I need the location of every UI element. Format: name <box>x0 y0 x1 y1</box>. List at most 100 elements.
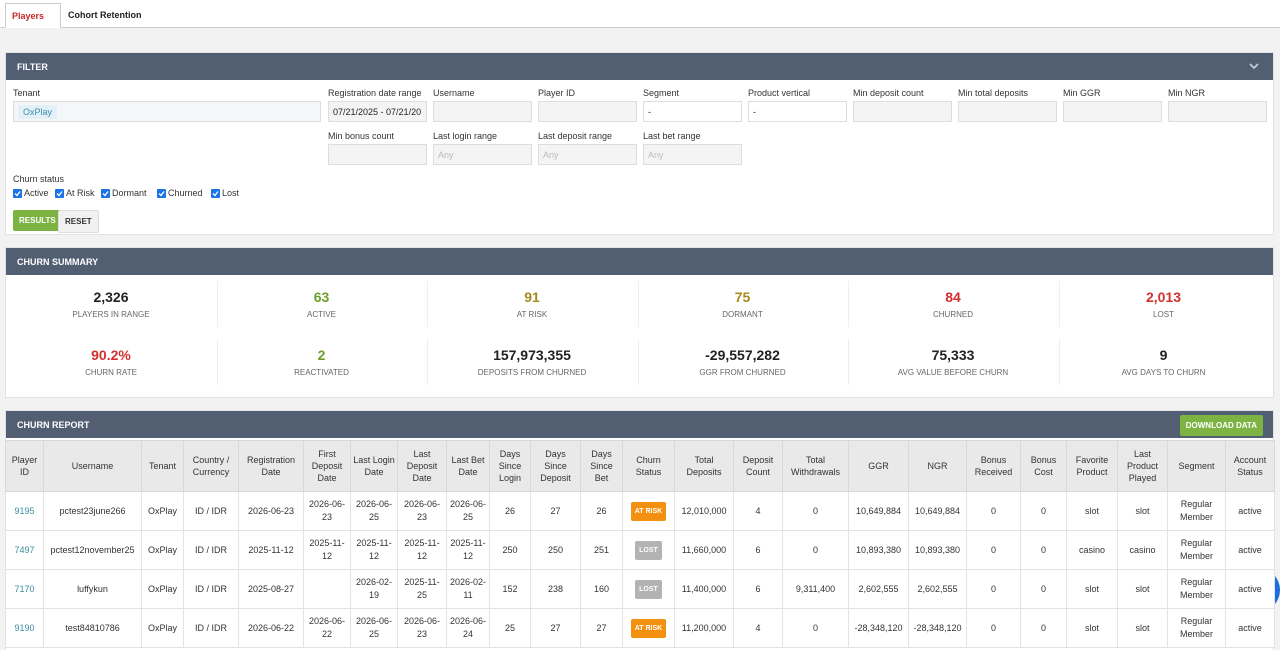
checkbox[interactable]: Active <box>13 188 49 198</box>
summary-value: 75,333 <box>931 347 975 363</box>
summary-label: CHURNED <box>933 310 973 319</box>
table-cell: slot <box>1117 491 1168 531</box>
player-link[interactable]: 7170 <box>14 583 35 594</box>
table-cell: 11,200,000 <box>674 608 734 648</box>
field-label: Last deposit range <box>538 131 613 141</box>
table-cell: 2025-11-25 <box>397 569 447 609</box>
input[interactable] <box>958 101 1057 122</box>
table-cell: 10,893,380 <box>908 530 967 570</box>
table-cell: slot <box>1066 491 1118 531</box>
table-cell: 26 <box>489 491 531 531</box>
checkbox[interactable]: Churned <box>157 188 203 198</box>
player-link[interactable]: 7497 <box>14 544 35 555</box>
table-cell: OxPlay <box>141 569 184 609</box>
table-cell: ID / IDR <box>183 608 239 648</box>
table-cell: 11,400,000 <box>674 569 734 609</box>
table-row: 9190 test84810786 OxPlay ID / IDR 2026-06-22… <box>5 608 1275 648</box>
column-header: Last Login Date <box>350 440 398 492</box>
player-link[interactable]: 9190 <box>14 622 35 633</box>
checkbox-label: Dormant <box>112 188 147 198</box>
table-row: 7497 pctest12november25 OxPlay ID / IDR 2025… <box>5 530 1275 570</box>
column-header: Last Bet Date <box>446 440 490 492</box>
table-cell: slot <box>1117 569 1168 609</box>
input[interactable]: Any <box>433 144 532 165</box>
download-button[interactable]: DOWNLOAD DATA <box>1179 415 1263 436</box>
panel-header: CHURN REPORT <box>6 411 1273 438</box>
table-cell: Regular Member <box>1167 569 1226 609</box>
input[interactable]: Any <box>643 144 742 165</box>
input-value: 07/21/2025 - 07/21/20 <box>333 107 422 117</box>
summary-label: DEPOSITS FROM CHURNED <box>477 368 587 377</box>
summary-value: 90.2% <box>91 347 131 363</box>
input[interactable]: 07/21/2025 - 07/21/20 <box>328 101 427 122</box>
summary-value: 157,973,355 <box>493 347 571 363</box>
table-cell: OxPlay <box>141 491 184 531</box>
tab[interactable]: Players <box>5 3 61 28</box>
column-header: Churn Status <box>622 440 675 492</box>
table-cell: 9195 <box>5 491 44 531</box>
summary-label: ACTIVE <box>307 310 336 319</box>
player-link[interactable]: 9195 <box>14 505 35 516</box>
table-cell: 2026-06-23 <box>303 491 351 531</box>
column-header: Segment <box>1167 440 1226 492</box>
table-cell: 6 <box>733 530 783 570</box>
results-button[interactable]: RESULTS <box>13 210 62 231</box>
table-cell: slot <box>1066 569 1118 609</box>
input[interactable] <box>433 101 532 122</box>
summary-label: GGR FROM CHURNED <box>699 368 786 377</box>
tenant-chip: OxPlay <box>18 105 58 119</box>
input[interactable]: OxPlay <box>13 101 321 122</box>
table-cell: 2026-06-23 <box>238 491 304 531</box>
input[interactable] <box>538 101 637 122</box>
reset-button[interactable]: RESET <box>58 210 99 233</box>
field-label: Player ID <box>538 88 576 98</box>
table-cell: 2025-11-12 <box>303 530 351 570</box>
panel-header: FILTER <box>6 53 1273 80</box>
table-cell: ID / IDR <box>183 569 239 609</box>
input[interactable] <box>1063 101 1162 122</box>
table-cell: 0 <box>966 530 1021 570</box>
summary-label: LOST <box>1153 310 1174 319</box>
divider <box>1058 339 1060 385</box>
table-cell: 2,602,555 <box>908 569 967 609</box>
field-label: Username <box>433 88 475 98</box>
table-cell: 152 <box>489 569 531 609</box>
column-header: Last Product Played <box>1117 440 1168 492</box>
table-cell: 0 <box>1020 569 1067 609</box>
table-cell: 2026-02-11 <box>446 569 490 609</box>
column-header: Account Status <box>1225 440 1275 492</box>
column-header: Days Since Bet <box>580 440 623 492</box>
input[interactable]: - <box>748 101 847 122</box>
table-cell: 2026-02-19 <box>350 569 398 609</box>
checkbox[interactable]: At Risk <box>55 188 95 198</box>
table-cell: pctest23june266 <box>43 491 142 531</box>
divider <box>637 281 639 327</box>
report-table: Player ID Username Tenant Country / Currenc… <box>5 440 1275 648</box>
table-cell: -28,348,120 <box>908 608 967 648</box>
table-cell: 25 <box>489 608 531 648</box>
input[interactable] <box>853 101 952 122</box>
collapse-icon[interactable] <box>1249 62 1259 70</box>
summary-value: 75 <box>734 289 751 305</box>
table-head: Player ID Username Tenant Country / Currenc… <box>5 440 1275 492</box>
input[interactable] <box>1168 101 1267 122</box>
checkbox[interactable]: Lost <box>211 188 239 198</box>
tab[interactable]: Cohort Retention <box>68 10 142 20</box>
field-label: Last bet range <box>643 131 701 141</box>
checkbox[interactable]: Dormant <box>101 188 147 198</box>
column-header: Deposit Count <box>733 440 783 492</box>
table-cell: active <box>1225 491 1275 531</box>
table-cell: AT RISK <box>622 491 675 531</box>
summary-value: 2 <box>317 347 326 363</box>
column-header: Total Deposits <box>674 440 734 492</box>
field-label: Last login range <box>433 131 498 141</box>
table-cell: 4 <box>733 608 783 648</box>
checkbox-label: At Risk <box>66 188 95 198</box>
table-cell: ID / IDR <box>183 491 239 531</box>
input[interactable] <box>328 144 427 165</box>
input[interactable]: Any <box>538 144 637 165</box>
table-cell: 2025-11-12 <box>350 530 398 570</box>
input[interactable]: - <box>643 101 742 122</box>
table-cell: Regular Member <box>1167 608 1226 648</box>
column-header: Country / Currency <box>183 440 239 492</box>
